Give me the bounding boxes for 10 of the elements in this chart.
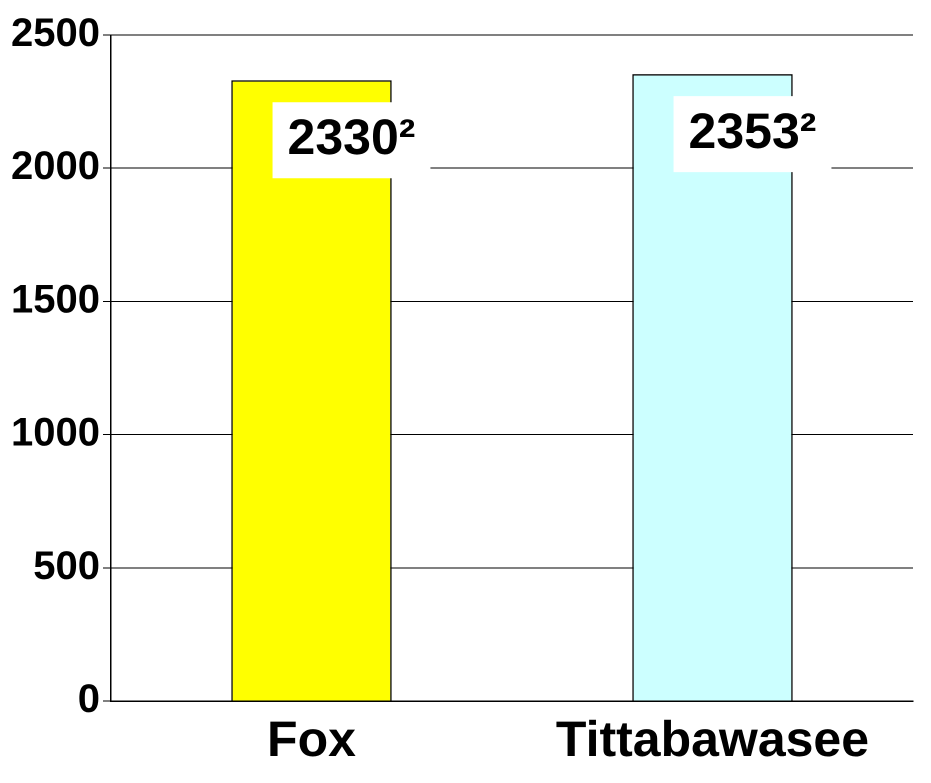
y-tick-label: 2000 — [11, 144, 100, 188]
data-label: 2353² — [688, 102, 816, 159]
x-tick-label: Tittabawasee — [556, 710, 870, 767]
y-tick-label: 0 — [78, 677, 100, 722]
y-tick-label: 500 — [33, 544, 100, 588]
x-tick-label: Fox — [267, 710, 356, 767]
y-tick-label: 1500 — [11, 277, 100, 322]
data-label: 2330² — [288, 109, 416, 166]
y-tick-label: 1000 — [11, 410, 100, 455]
y-tick-label: 2500 — [11, 11, 100, 56]
